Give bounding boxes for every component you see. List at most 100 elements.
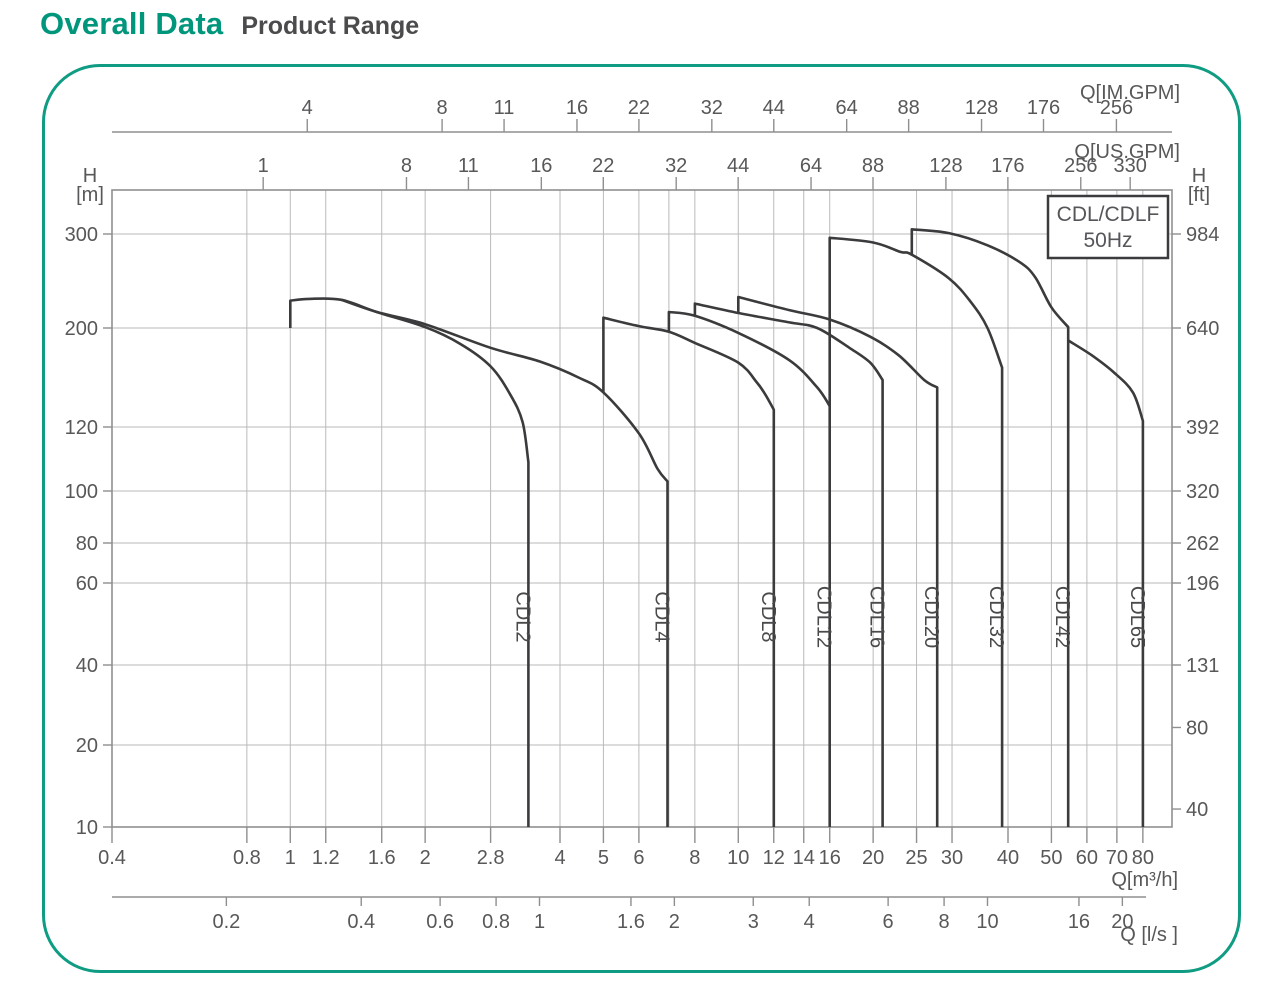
unit-h-left-1: H xyxy=(83,165,97,187)
tick-label-m3h: 1 xyxy=(285,847,296,869)
tick-label-m3h: 1.6 xyxy=(368,847,396,869)
tick-label-m3h: 40 xyxy=(997,847,1019,869)
tick-label-h-ft: 80 xyxy=(1186,717,1208,739)
tick-label-h-m: 100 xyxy=(65,481,98,503)
pump-envelope-cdl65 xyxy=(1067,339,1145,827)
tick-label-im-gpm: 22 xyxy=(628,97,650,119)
tick-label-ls: 2 xyxy=(669,911,680,933)
pump-curves-layer xyxy=(289,228,1145,827)
tick-label-ls: 16 xyxy=(1068,911,1090,933)
tick-label-h-ft: 196 xyxy=(1186,573,1219,595)
unit-us-gpm: Q[US.GPM] xyxy=(1074,141,1180,163)
tick-label-us-gpm: 8 xyxy=(401,155,412,177)
chart-frame xyxy=(42,64,1241,973)
tick-label-m3h: 2 xyxy=(420,847,431,869)
tick-label-m3h: 60 xyxy=(1076,847,1098,869)
tick-label-h-ft: 640 xyxy=(1186,318,1219,340)
unit-h-right-1: H xyxy=(1192,165,1206,187)
pump-envelope-cdl42 xyxy=(910,228,1070,827)
tick-label-m3h: 30 xyxy=(941,847,963,869)
tick-label-im-gpm: 88 xyxy=(898,97,920,119)
tick-label-h-m: 80 xyxy=(76,533,98,555)
tick-label-ls: 8 xyxy=(939,911,950,933)
pump-envelope-cdl12 xyxy=(667,310,831,827)
tick-label-ls: 3 xyxy=(748,911,759,933)
tick-label-ls: 20 xyxy=(1111,911,1133,933)
tick-label-us-gpm: 11 xyxy=(458,155,479,177)
curve-label-cdl20: CDL20 xyxy=(920,586,942,648)
tick-label-m3h: 0.8 xyxy=(233,847,261,869)
tick-label-ls: 4 xyxy=(804,911,815,933)
model-box-line1: CDL/CDLF xyxy=(1057,203,1160,226)
tick-label-h-m: 20 xyxy=(76,735,98,757)
tick-label-m3h: 10 xyxy=(727,847,749,869)
tick-label-us-gpm: 22 xyxy=(592,155,614,177)
tick-label-ls: 1 xyxy=(534,911,545,933)
tick-label-im-gpm: 32 xyxy=(701,97,723,119)
title-main: Overall Data xyxy=(40,6,224,41)
tick-label-ls: 6 xyxy=(883,911,894,933)
curve-label-cdl12: CDL12 xyxy=(813,586,835,648)
tick-label-h-m: 200 xyxy=(65,318,98,340)
tick-label-im-gpm: 256 xyxy=(1100,97,1133,119)
pump-envelope-cdl20 xyxy=(737,295,939,827)
curve-label-cdl32: CDL32 xyxy=(985,586,1007,648)
tick-label-m3h: 16 xyxy=(819,847,841,869)
tick-label-ls: 0.6 xyxy=(426,911,454,933)
pump-envelope-cdl16 xyxy=(693,302,884,827)
tick-label-m3h: 25 xyxy=(905,847,927,869)
tick-label-us-gpm: 44 xyxy=(727,155,749,177)
tick-label-m3h: 6 xyxy=(633,847,644,869)
tick-label-im-gpm: 4 xyxy=(302,97,313,119)
tick-label-ls: 0.8 xyxy=(482,911,510,933)
unit-h-right-2: [ft] xyxy=(1188,184,1210,206)
tick-label-m3h: 1.2 xyxy=(312,847,340,869)
pump-envelope-cdl4 xyxy=(340,298,669,827)
pump-envelope-cdl2 xyxy=(289,297,530,827)
model-box-line2: 50Hz xyxy=(1083,229,1132,252)
tick-label-m3h: 8 xyxy=(689,847,700,869)
tick-label-m3h: 4 xyxy=(554,847,565,869)
pump-envelope-cdl32 xyxy=(828,236,1004,827)
tick-label-h-ft: 392 xyxy=(1186,417,1219,439)
tick-label-im-gpm: 16 xyxy=(566,97,588,119)
tick-label-h-m: 60 xyxy=(76,573,98,595)
tick-label-us-gpm: 16 xyxy=(530,155,552,177)
tick-label-m3h: 0.4 xyxy=(98,847,126,869)
tick-label-h-ft: 262 xyxy=(1186,533,1219,555)
tick-label-ls: 0.2 xyxy=(212,911,240,933)
tick-label-m3h: 5 xyxy=(598,847,609,869)
model-box-border xyxy=(1046,194,1170,260)
title-subtitle: Product Range xyxy=(241,12,420,40)
curve-labels-layer: CDL2 CDL4 CDL8 CDL12 CDL16 CDL20 CDL32 CDL42 CDL… xyxy=(511,586,1147,648)
curve-label-cdl42: CDL42 xyxy=(1051,586,1073,648)
tick-label-m3h: 70 xyxy=(1106,847,1128,869)
tick-label-m3h: 80 xyxy=(1132,847,1154,869)
tick-label-h-m: 300 xyxy=(65,224,98,246)
tick-label-ls: 1.6 xyxy=(617,911,645,933)
unit-h-left-2: [m] xyxy=(76,184,104,206)
tick-label-us-gpm: 1 xyxy=(258,155,269,177)
tick-label-h-ft: 984 xyxy=(1186,224,1219,246)
tick-label-us-gpm: 64 xyxy=(800,155,822,177)
tick-label-h-m: 120 xyxy=(65,417,98,439)
tick-label-m3h: 20 xyxy=(862,847,884,869)
tick-label-m3h: 2.8 xyxy=(477,847,505,869)
tick-label-h-m: 10 xyxy=(76,817,98,839)
tick-label-h-m: 40 xyxy=(76,655,98,677)
model-box: CDL/CDLF 50Hz xyxy=(1046,194,1170,260)
page-title: Overall Data Product Range xyxy=(40,6,419,42)
plot-border xyxy=(111,189,1173,828)
tick-label-h-ft: 40 xyxy=(1186,799,1208,821)
curve-label-cdl4: CDL4 xyxy=(650,591,672,642)
curve-label-cdl65: CDL65 xyxy=(1126,586,1148,648)
tick-label-ls: 10 xyxy=(976,911,998,933)
pump-envelope-cdl8 xyxy=(602,316,776,827)
tick-label-ls: 0.4 xyxy=(347,911,375,933)
tick-label-m3h: 12 xyxy=(763,847,785,869)
gridlines-layer xyxy=(112,190,1172,827)
tick-label-us-gpm: 32 xyxy=(665,155,687,177)
